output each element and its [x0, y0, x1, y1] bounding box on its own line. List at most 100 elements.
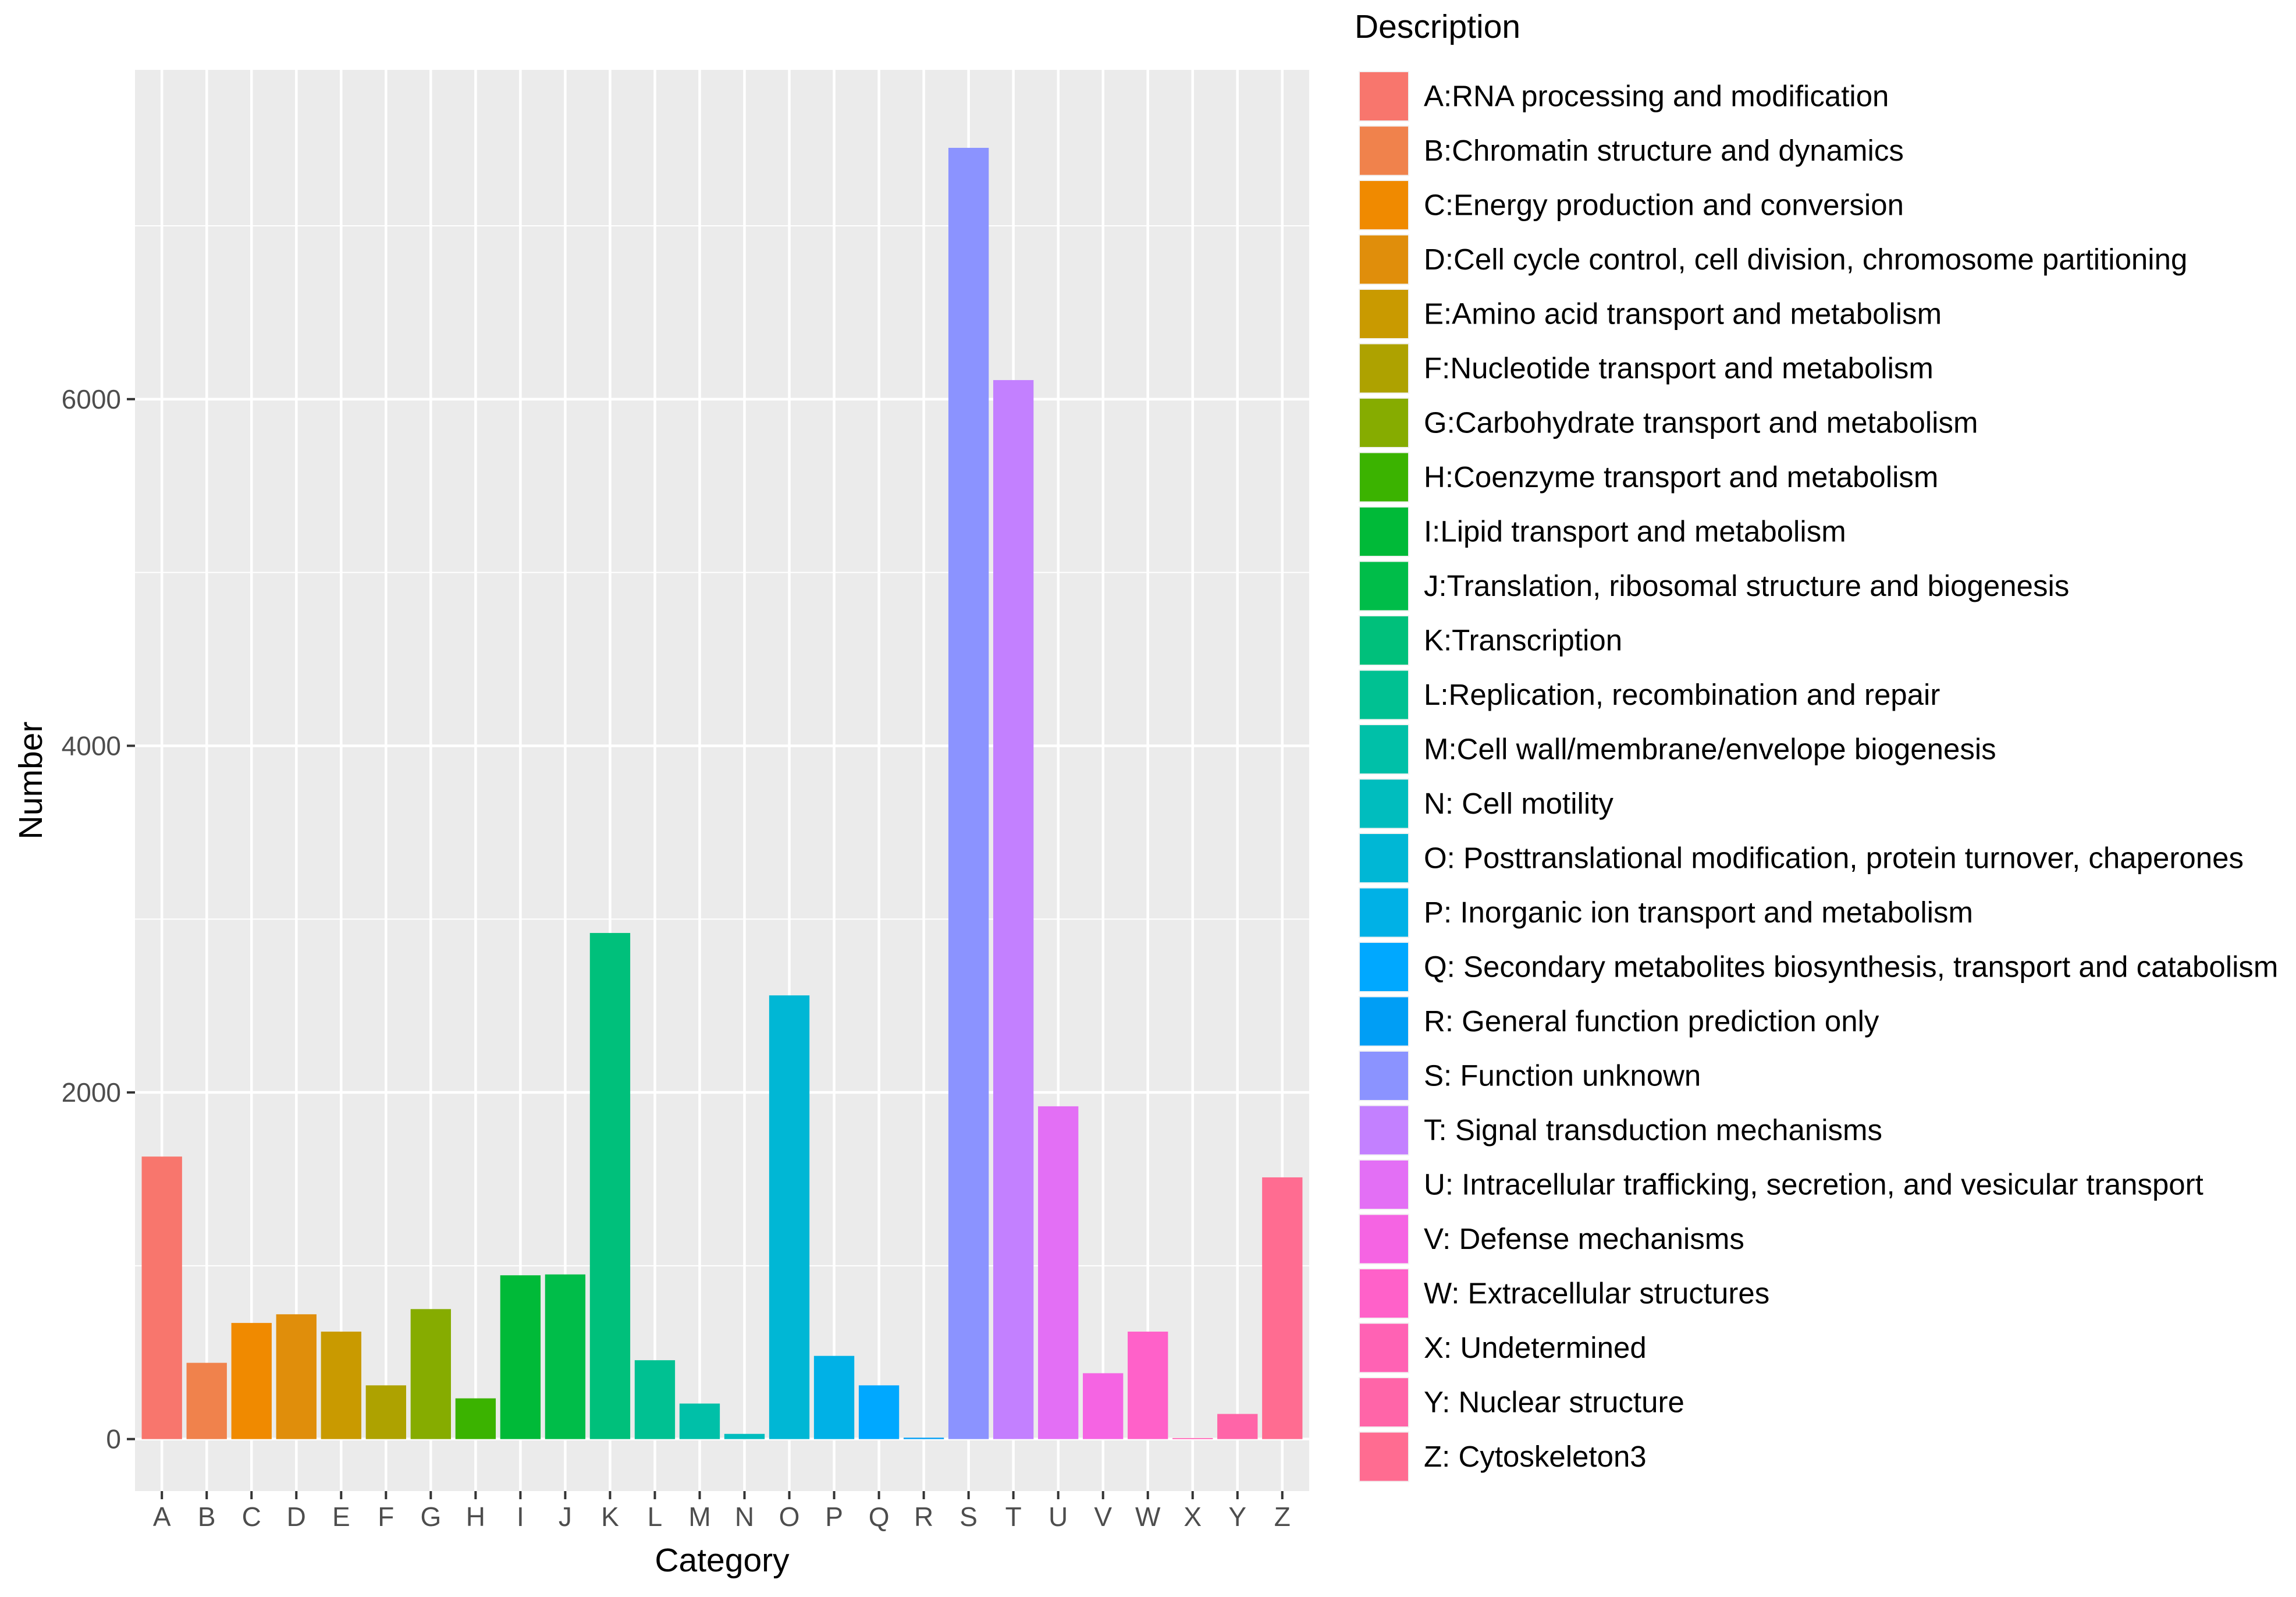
legend-label-W: W: Extracellular structures	[1424, 1277, 1769, 1310]
legend-label-H: H:Coenzyme transport and metabolism	[1424, 460, 1938, 494]
legend-key-I	[1360, 508, 1408, 556]
legend-key-K	[1360, 616, 1408, 665]
legend-label-A: A:RNA processing and modification	[1424, 80, 1889, 113]
legend-key-L	[1360, 670, 1408, 719]
x-tick-label: E	[332, 1502, 350, 1532]
plot-panel	[135, 70, 1309, 1491]
x-tick-label: H	[466, 1502, 485, 1532]
x-tick-label: O	[779, 1502, 800, 1532]
legend-label-L: L:Replication, recombination and repair	[1424, 678, 1940, 711]
legend-key-V	[1360, 1215, 1408, 1264]
x-tick-label: Q	[869, 1502, 890, 1532]
legend-label-C: C:Energy production and conversion	[1424, 189, 1904, 222]
legend-label-Z: Z: Cytoskeleton3	[1424, 1440, 1647, 1473]
x-tick-label: S	[959, 1502, 978, 1532]
legend-label-P: P: Inorganic ion transport and metabolis…	[1424, 896, 1973, 929]
legend-key-U	[1360, 1161, 1408, 1209]
legend: Description A:RNA processing and modific…	[1355, 8, 2278, 1482]
x-tick-label: G	[420, 1502, 441, 1532]
legend-key-J	[1360, 562, 1408, 611]
legend-label-D: D:Cell cycle control, cell division, chr…	[1424, 243, 2187, 276]
bar-C	[231, 1323, 272, 1439]
legend-key-F	[1360, 344, 1408, 393]
bar-O	[769, 995, 810, 1439]
bar-J	[545, 1274, 586, 1439]
legend-label-O: O: Posttranslational modification, prote…	[1424, 842, 2244, 875]
y-tick-label: 0	[106, 1424, 121, 1454]
legend-label-U: U: Intracellular trafficking, secretion,…	[1424, 1168, 2203, 1201]
bar-S	[948, 148, 989, 1439]
x-tick-label: V	[1094, 1502, 1112, 1532]
bar-V	[1083, 1373, 1124, 1439]
legend-key-M	[1360, 725, 1408, 773]
bar-R	[903, 1438, 944, 1439]
legend-label-K: K:Transcription	[1424, 624, 1622, 657]
legend-key-H	[1360, 453, 1408, 502]
x-tick-label: N	[735, 1502, 754, 1532]
legend-label-R: R: General function prediction only	[1424, 1005, 1879, 1038]
legend-label-E: E:Amino acid transport and metabolism	[1424, 297, 1942, 331]
y-tick-label: 4000	[62, 730, 121, 761]
x-axis-title: Category	[655, 1542, 790, 1579]
y-axis: 0 2000 4000 6000	[62, 384, 135, 1454]
bars	[141, 148, 1303, 1439]
legend-key-Y	[1360, 1378, 1408, 1426]
bar-H	[455, 1398, 496, 1439]
legend-label-I: I:Lipid transport and metabolism	[1424, 515, 1846, 548]
x-tick-label: T	[1005, 1502, 1022, 1532]
legend-label-F: F:Nucleotide transport and metabolism	[1424, 352, 1934, 385]
legend-title: Description	[1355, 8, 1520, 45]
x-tick-label: K	[601, 1502, 619, 1532]
legend-key-R	[1360, 997, 1408, 1046]
bar-A	[141, 1156, 182, 1439]
legend-key-B	[1360, 126, 1408, 175]
legend-key-N	[1360, 779, 1408, 828]
legend-key-D	[1360, 235, 1408, 284]
bar-K	[589, 933, 631, 1439]
x-tick-label: X	[1183, 1502, 1202, 1532]
x-tick-label: Y	[1228, 1502, 1246, 1532]
x-tick-label: L	[648, 1502, 663, 1532]
x-tick-label: I	[517, 1502, 524, 1532]
y-tick-label: 6000	[62, 384, 121, 414]
bar-Y	[1217, 1414, 1258, 1439]
legend-key-T	[1360, 1106, 1408, 1155]
y-axis-title: Number	[12, 722, 49, 840]
x-tick-label: D	[287, 1502, 306, 1532]
legend-label-S: S: Function unknown	[1424, 1059, 1701, 1092]
bar-U	[1038, 1106, 1079, 1439]
legend-label-G: G:Carbohydrate transport and metabolism	[1424, 406, 1978, 439]
bar-X	[1172, 1438, 1213, 1439]
bar-T	[993, 380, 1034, 1439]
bar-I	[500, 1275, 541, 1439]
legend-key-O	[1360, 834, 1408, 882]
legend-label-V: V: Defense mechanisms	[1424, 1222, 1744, 1255]
bar-L	[634, 1360, 676, 1439]
legend-key-A	[1360, 72, 1408, 120]
x-tick-label: M	[688, 1502, 710, 1532]
bar-G	[410, 1309, 452, 1439]
bar-M	[679, 1403, 720, 1439]
bar-B	[186, 1362, 227, 1439]
legend-key-E	[1360, 290, 1408, 338]
legend-key-S	[1360, 1052, 1408, 1100]
legend-key-X	[1360, 1323, 1408, 1372]
legend-label-T: T: Signal transduction mechanisms	[1424, 1113, 1882, 1147]
x-tick-label: Z	[1274, 1502, 1291, 1532]
legend-label-Q: Q: Secondary metabolites biosynthesis, t…	[1424, 950, 2278, 984]
bar-W	[1128, 1332, 1168, 1439]
x-tick-label: F	[378, 1502, 394, 1532]
bar-F	[365, 1385, 406, 1439]
legend-key-P	[1360, 888, 1408, 937]
bar-D	[276, 1314, 317, 1439]
x-tick-label: U	[1049, 1502, 1068, 1532]
legend-key-C	[1360, 181, 1408, 229]
x-tick-label: P	[825, 1502, 843, 1532]
legend-key-G	[1360, 399, 1408, 447]
bar-P	[813, 1355, 855, 1439]
legend-key-W	[1360, 1269, 1408, 1318]
x-tick-label: R	[914, 1502, 933, 1532]
